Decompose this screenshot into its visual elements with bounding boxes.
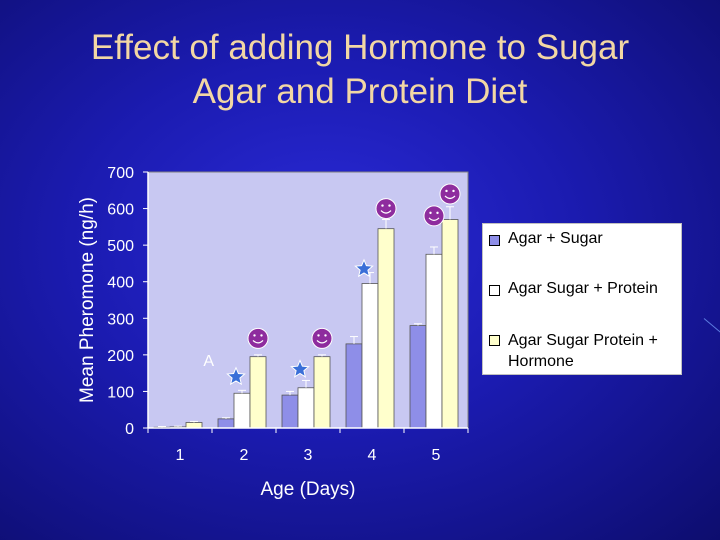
x-tick-label: 3	[304, 447, 313, 464]
bar	[345, 343, 363, 429]
title-line-2: Agar and Protein Diet	[192, 72, 528, 111]
y-tick-label: 500	[107, 238, 134, 255]
star-marker	[354, 258, 374, 278]
legend-swatch	[489, 235, 500, 246]
smiley-eye	[317, 334, 320, 337]
smiley-face	[375, 198, 397, 220]
bar	[233, 392, 251, 429]
legend-label: Agar Sugar + Protein	[508, 280, 658, 297]
y-tick-label: 200	[107, 348, 134, 365]
annotation-label: A	[203, 353, 214, 370]
y-tick-label: 700	[107, 165, 134, 182]
slide-title: Effect of adding Hormone to Sugar Agar a…	[0, 26, 720, 114]
bar	[217, 418, 235, 429]
bar	[409, 325, 427, 429]
smiley-eye	[445, 189, 448, 193]
bar	[249, 356, 267, 429]
bar	[281, 394, 299, 429]
legend-label: Agar + Sugar	[508, 230, 603, 247]
smiley-face	[423, 205, 445, 227]
x-tick-label: 5	[432, 447, 441, 464]
smiley-marker	[375, 198, 397, 220]
y-tick-label: 600	[107, 202, 134, 219]
smiley-mouth	[380, 210, 392, 214]
smiley-face	[439, 183, 461, 205]
smiley-eye	[260, 334, 263, 337]
legend-item-agar-sugar-protein: Agar Sugar + Protein	[489, 280, 677, 298]
y-tick-label: 300	[107, 311, 134, 328]
bar	[441, 219, 459, 429]
legend-item-hormone: Agar Sugar Protein + Hormone	[489, 330, 677, 372]
star-marker	[290, 359, 310, 378]
smiley-eye	[381, 204, 384, 207]
y-tick-label: 100	[107, 384, 134, 401]
bar	[297, 387, 315, 429]
smiley-eye	[253, 334, 256, 337]
y-axis-title: Mean Pheromone (ng/h)	[77, 197, 98, 403]
smiley-eye	[436, 211, 439, 215]
x-tick-label: 1	[176, 447, 185, 464]
star-marker	[226, 366, 246, 386]
smiley-mouth	[428, 217, 440, 221]
legend-item-agar-sugar: Agar + Sugar	[489, 230, 677, 248]
smiley-marker	[311, 327, 333, 349]
bar	[185, 422, 203, 429]
legend-label: Agar Sugar Protein + Hormone	[508, 332, 658, 370]
x-tick-label: 4	[368, 447, 377, 464]
smiley-mouth	[444, 195, 456, 200]
legend-swatch	[489, 335, 500, 346]
smiley-mouth	[316, 339, 328, 344]
chart-legend: Agar + Sugar Agar Sugar + Protein Agar S…	[482, 223, 682, 375]
smiley-eye	[324, 334, 327, 337]
legend-swatch	[489, 285, 500, 296]
x-axis-title: Age (Days)	[260, 479, 355, 500]
smiley-marker	[439, 183, 461, 205]
title-line-1: Effect of adding Hormone to Sugar	[90, 28, 630, 67]
smiley-face	[247, 327, 269, 349]
smiley-eye	[452, 189, 455, 193]
bar	[377, 228, 395, 429]
bar	[425, 253, 443, 429]
bar	[313, 356, 331, 429]
bar	[361, 283, 379, 429]
smiley-mouth	[252, 339, 264, 344]
x-tick-label: 2	[240, 447, 249, 464]
y-tick-label: 400	[107, 275, 134, 292]
smiley-marker	[423, 205, 445, 227]
smiley-marker	[247, 327, 269, 349]
y-tick-label: 0	[125, 421, 134, 438]
smiley-eye	[429, 211, 432, 215]
smiley-face	[311, 327, 333, 349]
smiley-eye	[388, 204, 391, 207]
